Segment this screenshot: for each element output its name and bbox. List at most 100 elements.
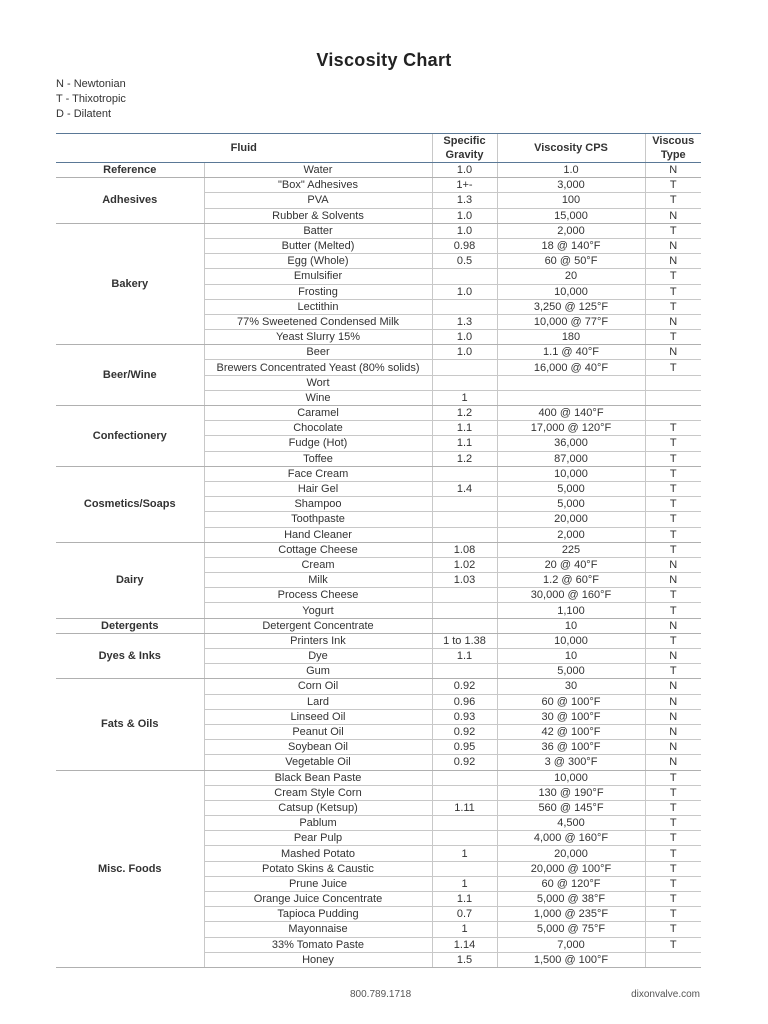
category-cell: Fats & Oils: [56, 678, 204, 771]
specific-gravity-cell: 1.03: [431, 572, 497, 589]
viscosity-cell: 100: [496, 192, 645, 209]
fluid-cell: Detergent Concentrate: [203, 618, 432, 634]
table-row: Toffee 1.2 87,000 T: [56, 451, 701, 467]
legend-item: D - Dilatent: [56, 108, 112, 120]
viscosity-cell: 60 @ 100°F: [496, 694, 645, 710]
category-cell: Dairy: [56, 542, 204, 619]
specific-gravity-cell: 1.0: [431, 284, 497, 300]
fluid-cell: Catsup (Ketsup): [203, 800, 432, 817]
table-row: Linseed Oil 0.93 30 @ 100°F N: [56, 709, 701, 725]
viscous-type-cell: T: [644, 602, 701, 619]
fluid-cell: Brewers Concentrated Yeast (80% solids): [203, 359, 432, 376]
viscosity-cell: 400 @ 140°F: [496, 405, 645, 422]
fluid-cell: Chocolate: [203, 420, 432, 437]
fluid-cell: Printers Ink: [203, 633, 432, 650]
fluid-cell: Egg (Whole): [203, 253, 432, 270]
viscosity-cell: 4,500: [496, 815, 645, 832]
viscous-type-cell: T: [644, 587, 701, 604]
viscosity-cell: 1.0: [496, 162, 645, 179]
viscous-type-cell: N: [644, 754, 701, 771]
table-row: Mashed Potato 1 20,000 T: [56, 845, 701, 862]
fluid-cell: Emulsifier: [203, 268, 432, 285]
viscosity-cell: 225: [496, 542, 645, 558]
viscous-type-cell: T: [644, 542, 701, 558]
viscous-type-cell: N: [644, 678, 701, 695]
table-row: PVA 1.3 100 T: [56, 192, 701, 209]
fluid-cell: Water: [203, 162, 432, 179]
fluid-cell: 77% Sweetened Condensed Milk: [203, 314, 432, 331]
table-row: Milk 1.03 1.2 @ 60°F N: [56, 572, 701, 589]
specific-gravity-cell: [431, 602, 497, 619]
fluid-cell: Yogurt: [203, 602, 432, 619]
viscous-type-cell: N: [644, 344, 701, 361]
specific-gravity-cell: 0.92: [431, 724, 497, 741]
viscous-type-cell: T: [644, 770, 701, 786]
viscosity-cell: 2,000: [496, 527, 645, 543]
category-cell: Beer/Wine: [56, 344, 204, 406]
viscosity-cell: 20,000 @ 100°F: [496, 861, 645, 877]
viscosity-cell: 130 @ 190°F: [496, 785, 645, 801]
viscous-type-cell: [644, 405, 701, 422]
specific-gravity-cell: 0.5: [431, 253, 497, 270]
specific-gravity-cell: 1.4: [431, 481, 497, 498]
viscosity-cell: 20: [496, 268, 645, 285]
viscosity-cell: 560 @ 145°F: [496, 800, 645, 817]
table-row: 33% Tomato Paste 1.14 7,000 T: [56, 937, 701, 953]
specific-gravity-cell: 0.98: [431, 238, 497, 255]
specific-gravity-cell: [431, 815, 497, 832]
viscosity-table: Fluid Specific Gravity Viscosity CPS Visc…: [56, 133, 701, 968]
specific-gravity-cell: [431, 785, 497, 801]
table-row: Hand Cleaner 2,000 T: [56, 527, 701, 543]
fluid-cell: Honey: [203, 952, 432, 968]
specific-gravity-cell: 1.0: [431, 208, 497, 224]
viscosity-cell: 1.1 @ 40°F: [496, 344, 645, 361]
fluid-cell: Mashed Potato: [203, 845, 432, 862]
viscous-type-cell: N: [644, 648, 701, 665]
viscous-type-cell: T: [644, 268, 701, 285]
table-row: Vegetable Oil 0.92 3 @ 300°F N: [56, 754, 701, 771]
viscous-type-cell: T: [644, 451, 701, 467]
specific-gravity-cell: 1 to 1.38: [431, 633, 497, 650]
table-row: Dyes & Inks Printers Ink 1 to 1.38 10,000 T: [56, 633, 701, 680]
table-row: Gum 5,000 T: [56, 663, 701, 680]
fluid-cell: Prune Juice: [203, 876, 432, 893]
viscosity-cell: 30 @ 100°F: [496, 709, 645, 725]
legend-item: T - Thixotropic: [56, 93, 126, 105]
fluid-cell: 33% Tomato Paste: [203, 937, 432, 953]
table-row: Detergents Detergent Concentrate 10 N: [56, 618, 701, 634]
specific-gravity-cell: 1+-: [431, 177, 497, 194]
category-cell: Adhesives: [56, 177, 204, 224]
viscous-type-cell: T: [644, 192, 701, 209]
table-row: Toothpaste 20,000 T: [56, 511, 701, 528]
specific-gravity-cell: [431, 511, 497, 528]
table-row: Fudge (Hot) 1.1 36,000 T: [56, 435, 701, 452]
viscous-type-cell: T: [644, 663, 701, 680]
viscous-type-cell: N: [644, 724, 701, 741]
viscosity-cell: 5,000 @ 75°F: [496, 921, 645, 938]
viscous-type-cell: T: [644, 845, 701, 862]
viscosity-cell: 10,000: [496, 770, 645, 786]
specific-gravity-cell: [431, 618, 497, 634]
table-row: Cream 1.02 20 @ 40°F N: [56, 557, 701, 574]
specific-gravity-cell: 1: [431, 876, 497, 893]
header-fluid: Fluid: [56, 133, 432, 163]
fluid-cell: Beer: [203, 344, 432, 361]
fluid-cell: Batter: [203, 223, 432, 239]
viscous-type-cell: N: [644, 238, 701, 255]
fluid-cell: Tapioca Pudding: [203, 906, 432, 923]
viscosity-cell: 5,000: [496, 496, 645, 513]
table-row: Rubber & Solvents 1.0 15,000 N: [56, 208, 701, 224]
fluid-cell: Face Cream: [203, 466, 432, 482]
fluid-cell: Shampoo: [203, 496, 432, 513]
table-row: Wine 1: [56, 390, 701, 407]
viscous-type-cell: [644, 952, 701, 968]
viscous-type-cell: N: [644, 618, 701, 634]
fluid-cell: Yeast Slurry 15%: [203, 329, 432, 346]
table-row: Confectionery Caramel 1.2 400 @ 140°F: [56, 405, 701, 467]
fluid-cell: Gum: [203, 663, 432, 680]
viscous-type-cell: N: [644, 557, 701, 574]
viscosity-cell: 15,000: [496, 208, 645, 224]
viscous-type-cell: T: [644, 359, 701, 376]
table-row: Chocolate 1.1 17,000 @ 120°F T: [56, 420, 701, 437]
specific-gravity-cell: 1.2: [431, 451, 497, 467]
